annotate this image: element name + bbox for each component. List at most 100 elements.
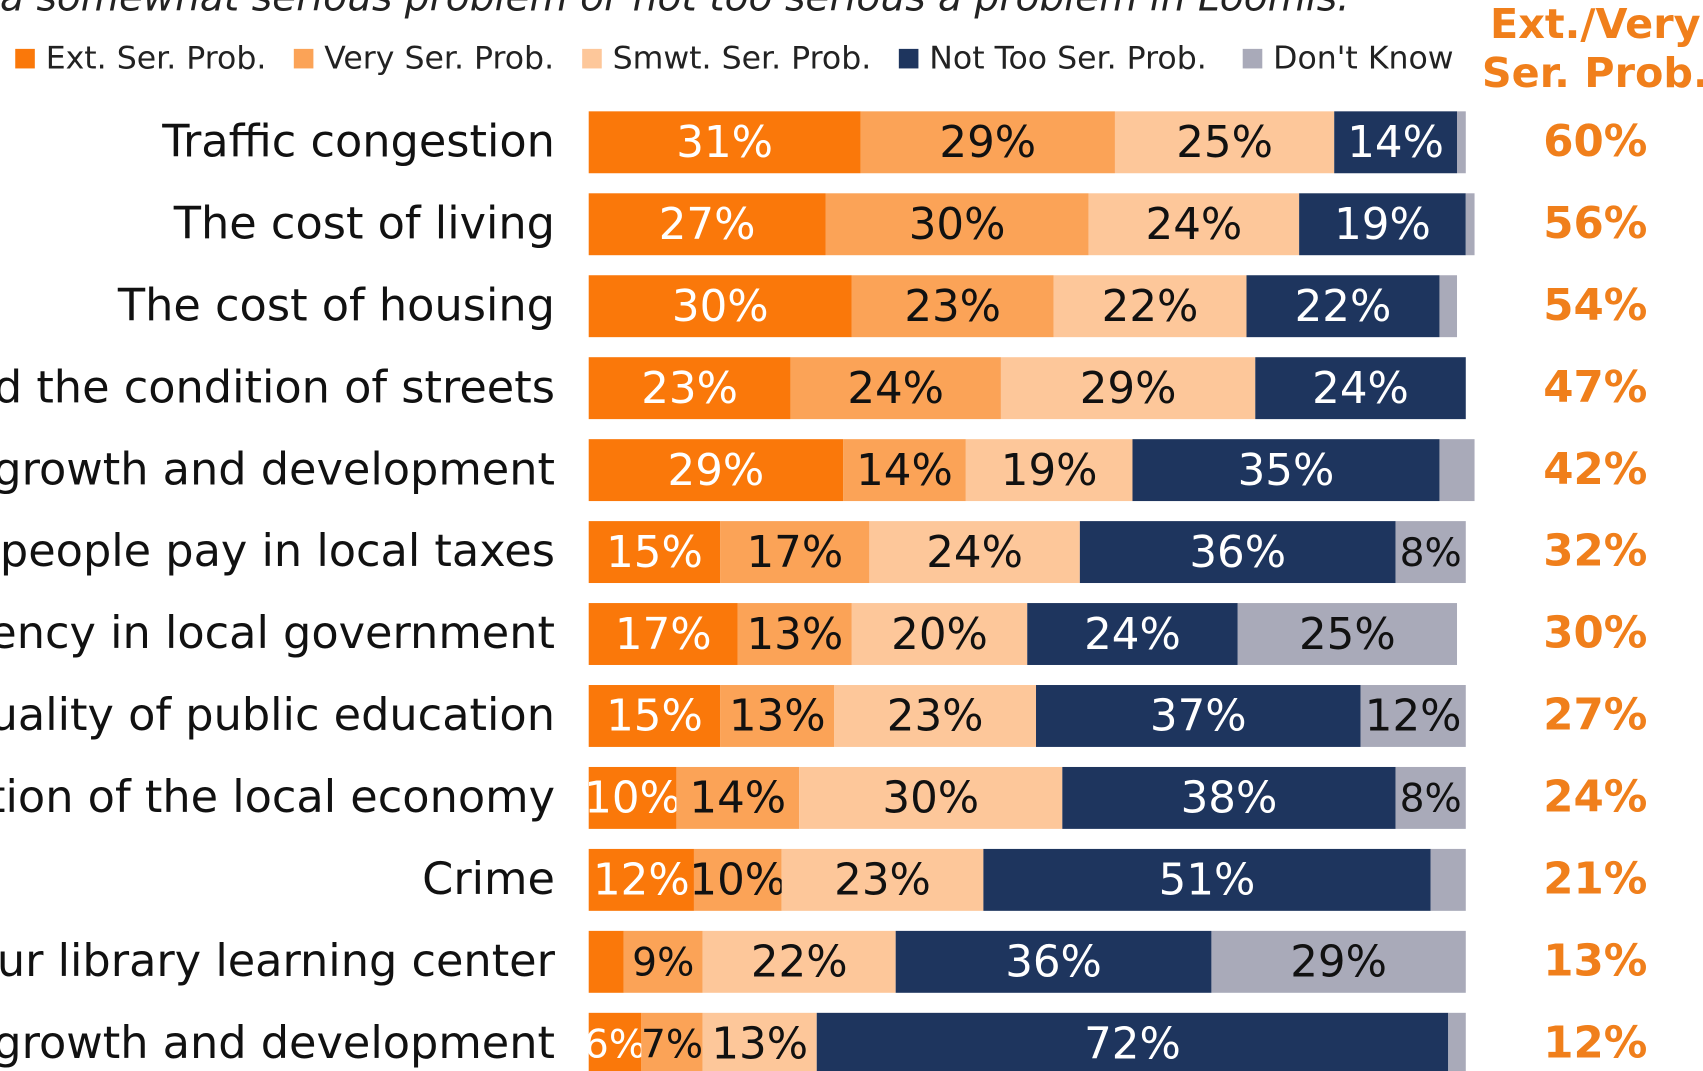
- summary-value: 42%: [1543, 445, 1647, 495]
- segment-label: 29%: [1290, 938, 1387, 988]
- segment-label: 7%: [641, 1023, 703, 1068]
- bar-segment: [834, 685, 1037, 747]
- segment-label: 30%: [882, 774, 979, 824]
- bar-segment: [702, 1012, 817, 1071]
- segment-label: 35%: [1238, 446, 1335, 496]
- legend-swatch: [898, 48, 919, 69]
- bar-segment: [1027, 603, 1238, 665]
- segment-label: 24%: [1312, 364, 1409, 414]
- segment-label: 22%: [1295, 282, 1392, 332]
- bar-segment: [588, 930, 624, 993]
- legend-label: Don't Know: [1273, 41, 1453, 77]
- summary-value: 30%: [1543, 609, 1647, 659]
- segment-label: 23%: [904, 282, 1001, 332]
- segment-label: 19%: [1334, 200, 1431, 250]
- chart-subtitle: a somewhat serious problem or not too se…: [0, 0, 1350, 20]
- segment-label: 14%: [856, 446, 953, 496]
- category-label: ciency in local government: [0, 607, 555, 659]
- segment-label: 23%: [887, 692, 984, 742]
- bar-segment: [588, 111, 861, 174]
- bar-segment: [720, 521, 870, 584]
- bar-segment: [588, 275, 852, 338]
- bar-segment: [588, 848, 694, 911]
- segment-label: 9%: [632, 941, 694, 986]
- category-label: Traffic congestion: [161, 115, 555, 167]
- bar-segment: [588, 603, 738, 665]
- segment-label: 13%: [729, 692, 826, 742]
- segment-label: 36%: [1189, 528, 1286, 578]
- segment-label: 29%: [1080, 364, 1177, 414]
- bar-segment: [588, 766, 677, 829]
- legend-swatch: [15, 48, 35, 69]
- bar-segment: [737, 603, 852, 665]
- bar-segment: [1246, 275, 1440, 338]
- bar-segment: [1430, 848, 1466, 911]
- legend-label: Not Too Ser. Prob.: [929, 41, 1206, 77]
- segment-label: 12%: [1365, 692, 1462, 742]
- bar-segment: [965, 439, 1133, 502]
- bar-segment: [1299, 193, 1466, 256]
- segment-label: 14%: [1347, 118, 1444, 168]
- bar-segment: [1114, 111, 1335, 174]
- bar-segment: [1439, 439, 1475, 502]
- segment-label: 8%: [1400, 531, 1462, 576]
- segment-label: 15%: [606, 528, 703, 578]
- category-label: Crime: [422, 853, 555, 905]
- bar-segment: [1334, 111, 1458, 174]
- bar-segment: [1448, 1012, 1466, 1071]
- segment-label: 29%: [668, 446, 765, 496]
- summary-value: 60%: [1543, 117, 1647, 167]
- segment-label: 29%: [939, 118, 1036, 168]
- summary-value: 54%: [1543, 281, 1647, 331]
- legend-label: Smwt. Ser. Prob.: [613, 41, 872, 77]
- segment-label: 72%: [1084, 1020, 1181, 1070]
- bar-segment: [623, 930, 703, 993]
- legend-swatch: [293, 48, 314, 69]
- segment-label: 36%: [1005, 938, 1102, 988]
- summary-value: 56%: [1543, 199, 1647, 249]
- bar-segment: [1395, 521, 1466, 584]
- bar-segment: [869, 521, 1080, 584]
- bar-segment: [816, 1012, 1449, 1071]
- segment-label: 24%: [1146, 200, 1243, 250]
- bar-segment: [1255, 357, 1466, 420]
- bar-segment: [799, 766, 1063, 829]
- category-label: our library learning center: [0, 935, 556, 987]
- category-label: The cost of living: [173, 197, 555, 249]
- bar-segment: [1439, 275, 1458, 338]
- bar-segment: [1036, 685, 1361, 747]
- segment-label: 30%: [909, 200, 1006, 250]
- segment-label: 13%: [711, 1020, 808, 1070]
- bar-segment: [588, 357, 791, 420]
- category-label: quality of public education: [0, 689, 555, 741]
- legend-label: Ext. Ser. Prob.: [46, 41, 267, 77]
- segment-label: 23%: [641, 364, 738, 414]
- segment-label: 6%: [584, 1023, 646, 1068]
- summary-value: 27%: [1543, 691, 1647, 741]
- segment-label: 10%: [584, 774, 681, 824]
- bar-segment: [825, 193, 1089, 256]
- segment-label: 31%: [676, 118, 773, 168]
- segment-label: 22%: [1102, 282, 1199, 332]
- summary-title: Ext./Very: [1490, 0, 1701, 48]
- bar-segment: [702, 930, 896, 993]
- legend-swatch: [1242, 48, 1263, 69]
- bar-segment: [1062, 766, 1396, 829]
- bar-segment: [1000, 357, 1256, 420]
- bar-segment: [676, 766, 800, 829]
- segment-label: 24%: [1084, 610, 1181, 660]
- bar-segment: [1360, 685, 1466, 747]
- segment-label: 22%: [751, 938, 848, 988]
- category-label: growth and development: [0, 1017, 555, 1069]
- bar-segment: [851, 603, 1028, 665]
- bar-segment: [588, 521, 721, 584]
- bar-segment: [693, 848, 782, 911]
- summary-value: 21%: [1543, 855, 1647, 905]
- category-label: growth and development: [0, 443, 555, 495]
- bar-segment: [983, 848, 1431, 911]
- segment-label: 17%: [615, 610, 712, 660]
- segment-label: 27%: [659, 200, 756, 250]
- segment-label: 14%: [689, 774, 786, 824]
- summary-value: 47%: [1543, 363, 1647, 413]
